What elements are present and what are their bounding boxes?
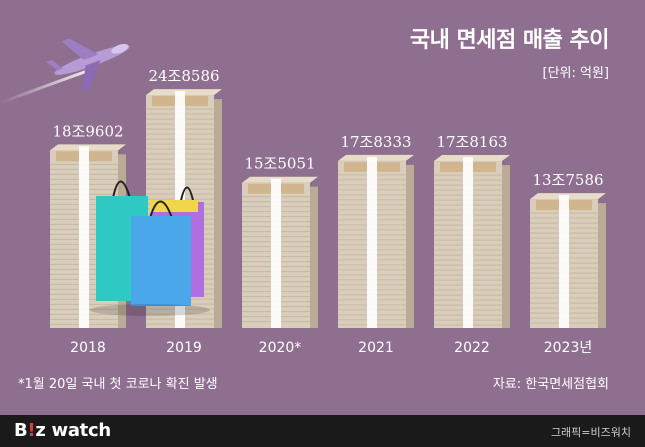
x-axis-labels-group: 2018 2019 2020* 2021 2022 2023년 <box>70 340 592 356</box>
value-label: 15조5051 <box>244 155 315 173</box>
bar <box>242 176 318 328</box>
value-label: 18조9602 <box>52 122 123 140</box>
value-labels-group: 18조9602 24조8586 15조5051 17조8333 17조8163 13조75… <box>52 67 603 189</box>
unit-label: [단위: 억원] <box>542 66 610 81</box>
x-tick-label: 2018 <box>70 340 106 356</box>
footnote: *1월 20일 국내 첫 코로나 확진 발생 <box>18 377 218 392</box>
chart-title: 국내 면세점 매출 추이 <box>409 28 610 53</box>
x-tick-label: 2023년 <box>544 340 593 356</box>
footer-bar: B!z watch 그래픽=비즈워치 <box>0 415 645 447</box>
value-label: 17조8333 <box>340 133 411 151</box>
value-label: 24조8586 <box>148 67 219 85</box>
x-tick-label: 2021 <box>358 340 394 356</box>
bar <box>338 154 414 328</box>
shopping-bags-icon <box>90 180 210 316</box>
bar <box>530 193 606 328</box>
value-label: 13조7586 <box>532 171 603 189</box>
x-tick-label: 2022 <box>454 340 490 356</box>
airplane-icon <box>0 38 130 105</box>
x-tick-label: 2019 <box>166 340 202 356</box>
graphic-credit: 그래픽=비즈워치 <box>550 426 631 439</box>
value-label: 17조8163 <box>436 133 507 151</box>
source-label: 자료: 한국면세점협회 <box>492 377 609 392</box>
bizwatch-logo: B!z watch <box>14 420 111 441</box>
x-tick-label: 2020* <box>259 340 302 356</box>
bar <box>434 155 510 328</box>
